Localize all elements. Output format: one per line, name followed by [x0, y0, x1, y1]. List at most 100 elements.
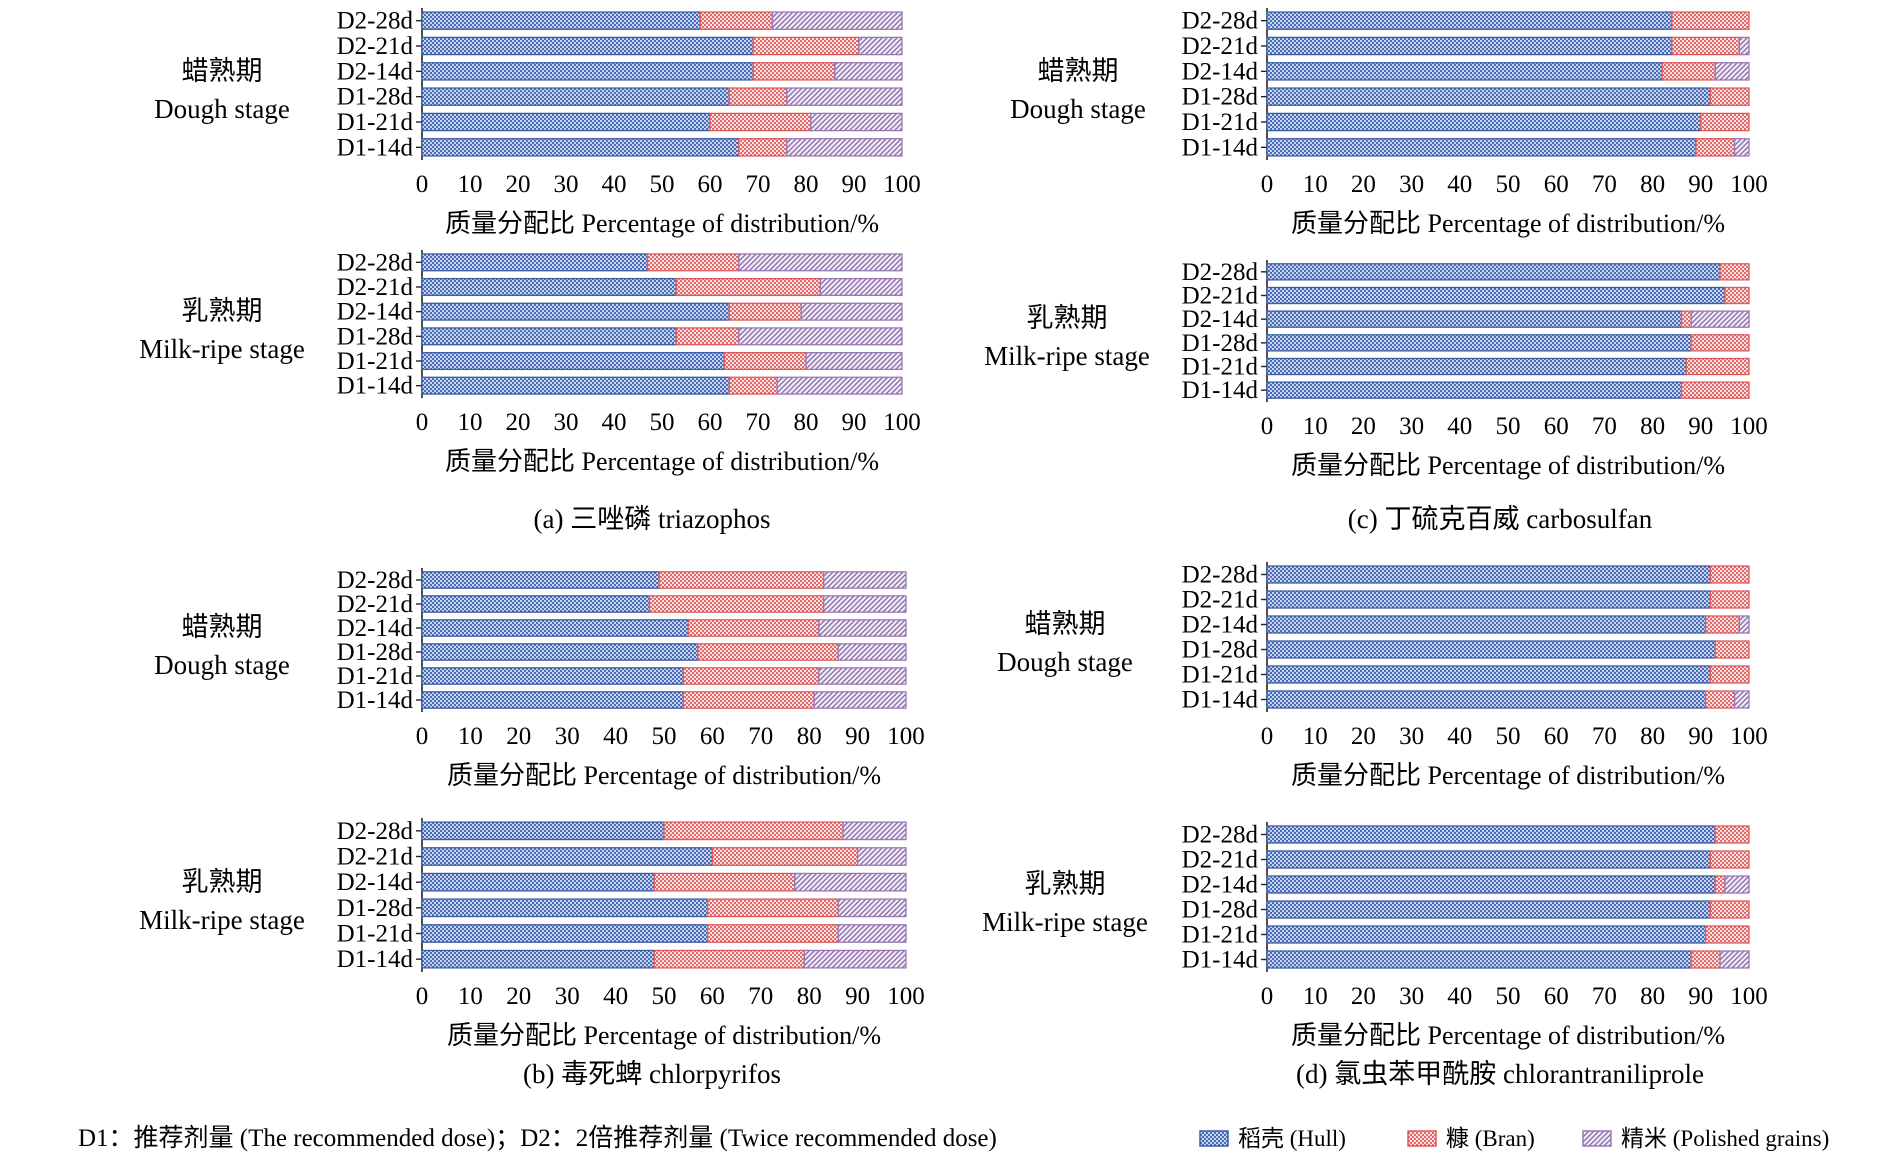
bar-hull [421, 302, 730, 321]
bar-polished [805, 351, 903, 371]
x-tick-label: 0 [416, 723, 429, 750]
bar-polished [1738, 615, 1750, 634]
bar-bran [1690, 334, 1750, 352]
x-axis-label: 质量分配比 Percentage of distribution/% [1291, 1021, 1725, 1050]
x-tick-label: 90 [842, 409, 867, 436]
category-label: D1-28d [1182, 84, 1259, 111]
category-label: D1-28d [337, 639, 414, 666]
x-tick-label: 50 [1496, 723, 1521, 750]
bar-polished [837, 643, 907, 661]
stage-label-cn: 乳熟期 [182, 296, 263, 326]
bar-hull [1266, 87, 1712, 106]
bar-bran [1704, 615, 1741, 634]
bar-polished [771, 11, 903, 30]
bar-bran [1709, 590, 1750, 609]
x-tick-label: 70 [748, 723, 773, 750]
x-tick-label: 30 [555, 983, 580, 1010]
bar-polished [1733, 138, 1750, 157]
category-label: D2-28d [1182, 562, 1259, 589]
x-tick-label: 10 [1303, 413, 1328, 440]
stage-label-cn: 乳熟期 [1025, 869, 1106, 899]
bar-hull [421, 595, 651, 613]
bar-polished [1714, 62, 1750, 81]
bar-hull [421, 898, 709, 918]
bar-hull [421, 327, 678, 346]
bar-bran [1714, 875, 1726, 894]
legend-label-polished: 精米 (Polished grains) [1621, 1126, 1829, 1151]
bar-bran [1719, 263, 1750, 281]
category-label: D1-14d [1182, 947, 1259, 974]
x-tick-label: 100 [1730, 413, 1768, 440]
x-tick-label: 70 [1592, 723, 1617, 750]
x-tick-label: 60 [1544, 983, 1569, 1010]
bar-hull [1266, 665, 1712, 684]
x-tick-label: 90 [1688, 983, 1713, 1010]
bar-hull [1266, 11, 1673, 30]
category-label: D2-21d [1182, 587, 1259, 614]
x-tick-label: 100 [1730, 171, 1768, 198]
x-tick-label: 40 [602, 409, 627, 436]
panel-caption-a: (a) 三唑磷 triazophos [534, 504, 771, 534]
legend-label-bran: 糠 (Bran) [1446, 1126, 1535, 1151]
bar-hull [421, 11, 702, 30]
x-tick-label: 70 [1592, 171, 1617, 198]
bar-hull [1266, 381, 1683, 399]
x-tick-label: 100 [887, 983, 925, 1010]
x-tick-label: 90 [842, 171, 867, 198]
bar-hull [1266, 334, 1692, 352]
x-tick-label: 80 [1640, 413, 1665, 440]
x-axis-label: 质量分配比 Percentage of distribution/% [445, 209, 879, 238]
x-tick-label: 90 [845, 983, 870, 1010]
bar-bran [711, 847, 859, 866]
x-tick-label: 90 [1688, 723, 1713, 750]
bar-bran [728, 376, 778, 395]
x-tick-label: 30 [1399, 723, 1424, 750]
bar-bran [728, 302, 802, 321]
bar-hull [1266, 62, 1663, 81]
bar-hull [421, 112, 711, 132]
bar-hull [1266, 850, 1712, 869]
x-tick-label: 80 [797, 723, 822, 750]
x-tick-label: 40 [603, 983, 628, 1010]
bar-hull [1266, 310, 1683, 328]
bar-bran [653, 872, 796, 892]
bar-bran [1709, 87, 1750, 106]
x-tick-label: 0 [1261, 413, 1274, 440]
bar-polished [803, 949, 907, 969]
bar-bran [1680, 381, 1750, 399]
category-label: D1-21d [337, 663, 414, 690]
category-label: D2-14d [1182, 612, 1259, 639]
x-tick-label: 40 [1447, 983, 1472, 1010]
x-axis-label: 质量分配比 Percentage of distribution/% [447, 761, 881, 790]
bar-hull [421, 87, 730, 106]
bar-polished [858, 36, 903, 56]
x-tick-label: 20 [506, 409, 531, 436]
category-label: D2-21d [337, 591, 414, 618]
x-tick-label: 50 [650, 409, 675, 436]
bar-bran [682, 691, 815, 709]
panel-caption-b: (b) 毒死蜱 chlorpyrifos [523, 1059, 781, 1089]
stage-label-en: Milk-ripe stage [982, 907, 1148, 937]
bar-hull [1266, 640, 1716, 659]
x-tick-label: 40 [602, 171, 627, 198]
x-tick-label: 80 [1640, 723, 1665, 750]
category-label: D1-21d [337, 921, 414, 948]
bar-bran [658, 571, 825, 589]
x-tick-label: 30 [1399, 983, 1424, 1010]
x-tick-label: 60 [1544, 171, 1569, 198]
category-label: D1-21d [337, 109, 414, 136]
category-label: D1-28d [337, 895, 414, 922]
stage-label-en: Milk-ripe stage [984, 341, 1150, 371]
stage-label-cn: 乳熟期 [182, 867, 263, 897]
x-tick-label: 40 [1447, 723, 1472, 750]
stage-label-cn: 蜡熟期 [182, 56, 263, 86]
category-label: D2-28d [1182, 8, 1259, 35]
bar-polished [813, 691, 907, 709]
dose-note: D1：推荐剂量 (The recommended dose)；D2：2倍推荐剂量… [78, 1124, 997, 1152]
bar-polished [819, 277, 903, 297]
category-label: D2-28d [1182, 259, 1259, 286]
stage-label-cn: 乳熟期 [1027, 303, 1108, 333]
